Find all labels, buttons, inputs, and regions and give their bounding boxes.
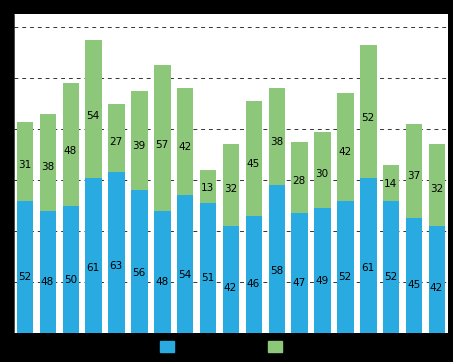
Text: 27: 27 xyxy=(110,136,123,147)
Text: 47: 47 xyxy=(293,278,306,288)
Bar xyxy=(86,178,102,333)
Text: 32: 32 xyxy=(224,184,237,194)
Bar xyxy=(40,114,56,211)
Bar xyxy=(86,40,102,178)
Text: 48: 48 xyxy=(41,277,54,287)
Text: 57: 57 xyxy=(155,140,169,150)
Text: 49: 49 xyxy=(315,275,329,286)
Bar xyxy=(154,66,171,211)
Text: 14: 14 xyxy=(384,180,397,189)
Text: 30: 30 xyxy=(315,169,328,179)
Bar xyxy=(177,195,193,333)
Bar xyxy=(177,88,193,195)
Bar xyxy=(291,213,308,333)
Bar xyxy=(337,201,354,333)
Text: 54: 54 xyxy=(87,111,100,121)
Bar xyxy=(246,216,262,333)
Bar xyxy=(314,132,331,208)
Text: 45: 45 xyxy=(247,159,260,169)
Bar xyxy=(108,172,125,333)
Text: 58: 58 xyxy=(270,266,283,276)
Bar xyxy=(17,122,33,201)
Legend: , : , xyxy=(160,341,293,354)
Text: 61: 61 xyxy=(361,263,375,273)
Bar xyxy=(360,45,376,178)
Bar xyxy=(314,208,331,333)
Bar xyxy=(154,211,171,333)
Bar xyxy=(131,190,148,333)
Text: 51: 51 xyxy=(201,273,214,283)
Bar xyxy=(17,201,33,333)
Text: 52: 52 xyxy=(384,272,397,282)
Bar xyxy=(223,226,239,333)
Bar xyxy=(63,206,79,333)
Bar xyxy=(406,218,422,333)
Text: 61: 61 xyxy=(87,263,100,273)
Text: 45: 45 xyxy=(407,280,420,290)
Text: 39: 39 xyxy=(132,140,145,151)
Text: 52: 52 xyxy=(18,272,31,282)
Bar xyxy=(360,178,376,333)
Bar xyxy=(269,88,285,185)
Bar xyxy=(108,104,125,172)
Bar xyxy=(200,203,217,333)
Bar xyxy=(131,91,148,190)
Text: 56: 56 xyxy=(132,268,145,278)
Bar xyxy=(429,144,445,226)
Text: 48: 48 xyxy=(155,277,169,287)
Text: 52: 52 xyxy=(361,113,375,123)
Text: 38: 38 xyxy=(41,162,54,172)
Bar xyxy=(223,144,239,226)
Bar xyxy=(269,185,285,333)
Text: 48: 48 xyxy=(64,146,77,156)
Text: 42: 42 xyxy=(430,283,443,293)
Text: 50: 50 xyxy=(64,274,77,285)
Text: 38: 38 xyxy=(270,136,283,147)
Text: 46: 46 xyxy=(247,279,260,289)
Text: 52: 52 xyxy=(338,272,352,282)
Bar xyxy=(383,165,400,201)
Text: 54: 54 xyxy=(178,270,192,280)
Text: 63: 63 xyxy=(110,261,123,271)
Bar xyxy=(40,211,56,333)
Bar xyxy=(383,201,400,333)
Text: 42: 42 xyxy=(224,283,237,293)
Bar xyxy=(337,93,354,201)
Bar xyxy=(406,124,422,218)
Bar xyxy=(246,101,262,216)
Text: 31: 31 xyxy=(18,160,31,170)
Bar xyxy=(291,142,308,213)
Bar xyxy=(200,170,217,203)
Text: 42: 42 xyxy=(338,147,352,157)
Bar xyxy=(63,83,79,206)
Text: 13: 13 xyxy=(201,183,214,193)
Text: 28: 28 xyxy=(293,176,306,186)
Bar xyxy=(429,226,445,333)
Text: 32: 32 xyxy=(430,184,443,194)
Text: 37: 37 xyxy=(407,171,420,181)
Text: 42: 42 xyxy=(178,142,192,152)
